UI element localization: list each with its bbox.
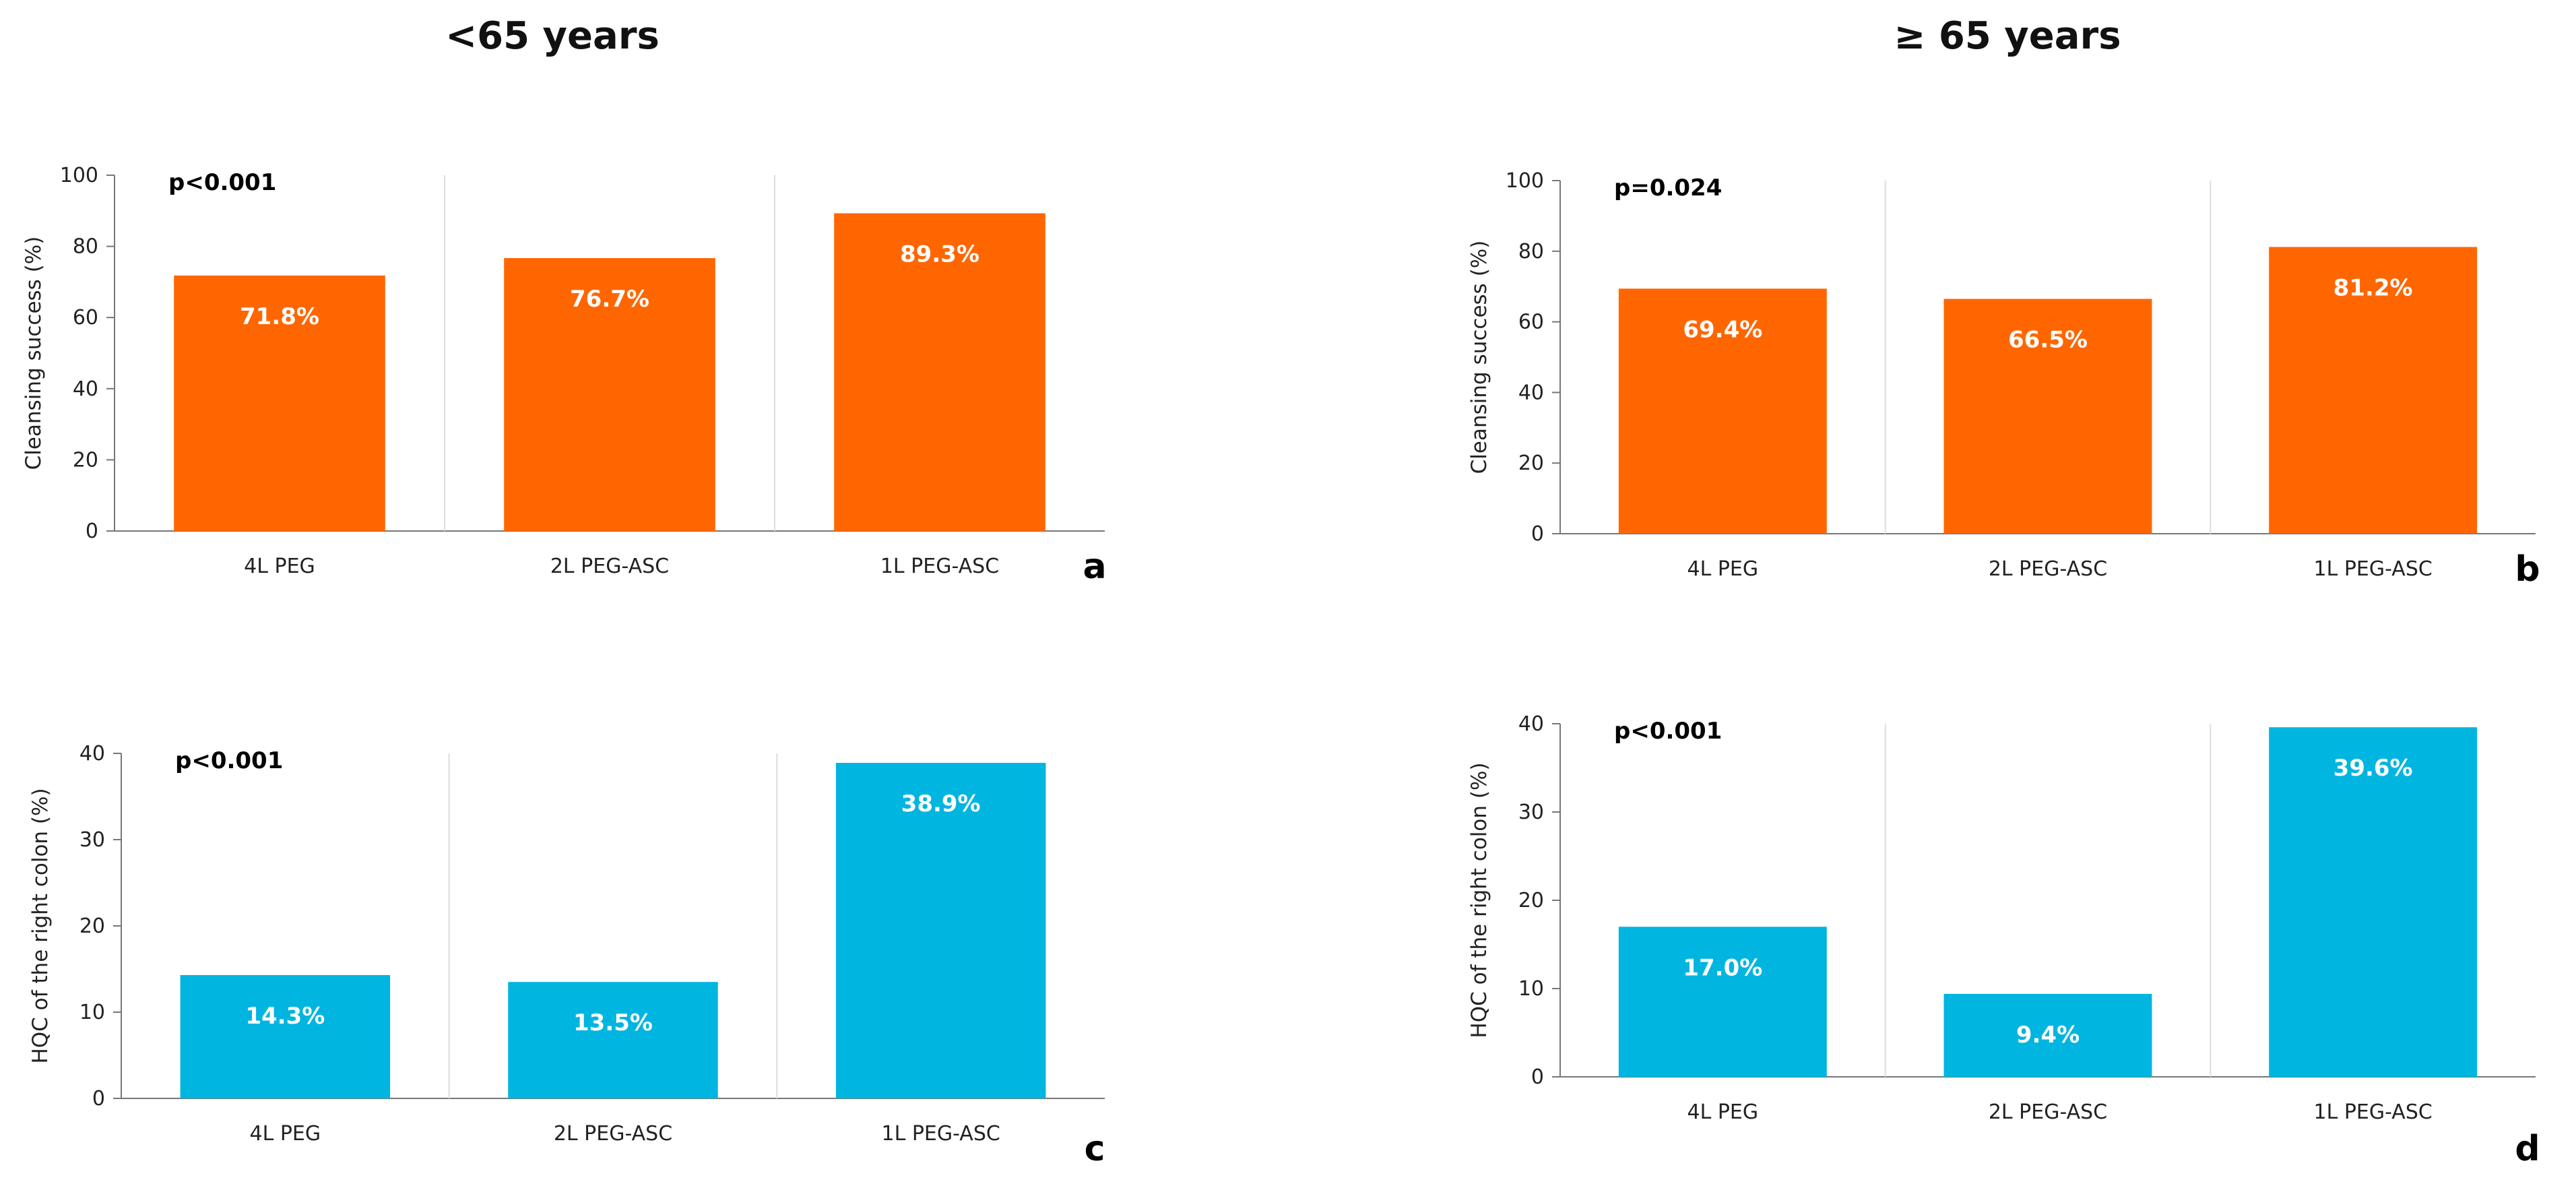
panel-letter: a [1083, 547, 1106, 587]
chart-panel-a: 0 20 40 60 80 100 Cleansing success (%) p<0.001… [22, 164, 1107, 587]
bar-value-label: 13.5% [573, 1009, 653, 1036]
y-tick-label: 80 [73, 235, 98, 259]
bar-value-label: 81.2% [2333, 275, 2413, 302]
x-category-label: 2L PEG-ASC [550, 555, 669, 578]
chart-panel-d: 0 10 20 30 40 HQC of the right colon (%) p<0.0… [1467, 712, 2540, 1169]
bar-value-label: 17.0% [1683, 954, 1762, 981]
y-tick-label: 20 [1518, 451, 1544, 475]
x-category-label: 2L PEG-ASC [554, 1122, 672, 1146]
y-tick-label: 20 [79, 914, 105, 938]
y-tick-label: 20 [1518, 889, 1544, 912]
y-tick-label: 100 [1506, 169, 1544, 193]
x-category-label: 4L PEG [1687, 1100, 1759, 1124]
chart-panel-c: 0 10 20 30 40 HQC of the right colon (%) p<0.0… [28, 742, 1105, 1169]
y-tick-label: 0 [86, 520, 98, 543]
bar-4l-peg [181, 975, 390, 1098]
group-title-under-65: <65 years [445, 14, 659, 58]
bar-value-label: 76.7% [570, 286, 649, 313]
y-tick-label: 10 [1518, 977, 1544, 1001]
y-tick-label: 60 [1518, 311, 1544, 334]
bar-value-label: 14.3% [245, 1003, 325, 1030]
bar-value-label: 9.4% [2016, 1022, 2080, 1049]
y-tick-label: 0 [92, 1087, 105, 1111]
x-category-label: 4L PEG [1687, 557, 1759, 581]
y-tick-label: 30 [79, 828, 105, 852]
x-category-label: 1L PEG-ASC [2314, 557, 2433, 581]
panel-letter: d [2515, 1129, 2540, 1169]
y-tick-label: 40 [1518, 712, 1544, 736]
x-category-label: 1L PEG-ASC [2314, 1100, 2433, 1124]
x-category-label: 4L PEG [244, 555, 315, 578]
bar-2l-peg-asc [508, 982, 717, 1098]
chart-panel-b: 0 20 40 60 80 100 Cleansing success (%) p=0.024… [1467, 169, 2540, 590]
bar-value-label: 69.4% [1683, 316, 1762, 343]
y-tick-label: 40 [73, 377, 98, 401]
bar-value-label: 39.6% [2333, 755, 2413, 782]
p-value-annotation: p<0.001 [168, 169, 276, 196]
y-tick-label: 0 [1531, 1065, 1544, 1089]
y-tick-label: 40 [1518, 381, 1544, 404]
bar-value-label: 66.5% [2008, 327, 2088, 354]
x-category-label: 2L PEG-ASC [1989, 557, 2107, 581]
bar-value-label: 71.8% [240, 303, 319, 330]
y-tick-label: 80 [1518, 240, 1544, 263]
p-value-annotation: p<0.001 [1614, 718, 1722, 745]
y-tick-label: 10 [79, 1001, 105, 1024]
x-category-label: 1L PEG-ASC [882, 1122, 1000, 1146]
x-category-label: 2L PEG-ASC [1989, 1100, 2107, 1124]
y-axis-title: HQC of the right colon (%) [1467, 762, 1491, 1038]
y-tick-label: 30 [1518, 801, 1544, 824]
group-title-65-and-over: ≥ 65 years [1894, 14, 2121, 58]
y-tick-label: 20 [73, 448, 98, 472]
figure: <65 years ≥ 65 years 020406080100Cleansi… [0, 0, 2576, 1186]
y-tick-label: 60 [73, 306, 98, 330]
y-tick-label: 100 [60, 164, 98, 187]
x-category-label: 4L PEG [250, 1122, 321, 1146]
y-axis-title: Cleansing success (%) [1467, 241, 1491, 474]
bar-value-label: 89.3% [900, 241, 979, 268]
panel-letter: c [1085, 1129, 1105, 1169]
bar-value-label: 38.9% [901, 790, 981, 817]
bar-4l-peg [1619, 927, 1827, 1077]
y-tick-label: 0 [1531, 522, 1544, 546]
y-axis-title: HQC of the right colon (%) [28, 788, 53, 1063]
x-category-label: 1L PEG-ASC [880, 555, 999, 578]
y-axis-title: Cleansing success (%) [22, 237, 46, 470]
p-value-annotation: p<0.001 [175, 747, 283, 774]
p-value-annotation: p=0.024 [1614, 175, 1722, 201]
y-tick-label: 40 [79, 742, 105, 766]
panel-letter: b [2515, 549, 2540, 590]
